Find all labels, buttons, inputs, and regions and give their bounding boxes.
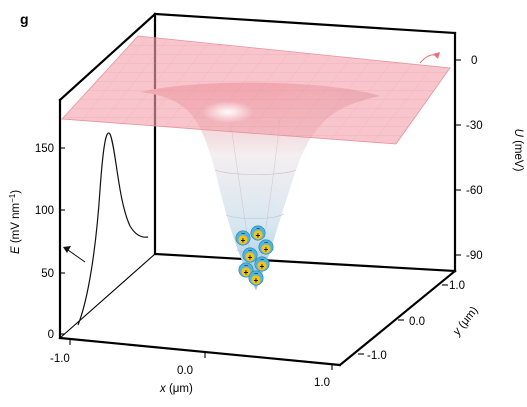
energy-axis: 150 100 50 0 E (mV nm−1) xyxy=(8,98,65,341)
particle: −+ xyxy=(238,262,254,278)
particle-minus-sign: − xyxy=(264,240,268,247)
x-tick-1: 1.0 xyxy=(314,377,330,389)
well-glow xyxy=(202,101,254,123)
particle-plus-sign: + xyxy=(264,245,269,254)
particle-minus-sign: − xyxy=(260,257,264,264)
potential-tick-30: -30 xyxy=(466,120,483,132)
particle: −+ xyxy=(235,230,251,246)
particle-plus-sign: + xyxy=(254,276,259,285)
particle: −+ xyxy=(248,270,264,286)
energy-profile-arrow xyxy=(67,249,86,263)
particle-plus-sign: + xyxy=(260,262,265,271)
panel-label: g xyxy=(20,11,29,27)
particle: −+ xyxy=(242,247,258,263)
potential-tick-0: 0 xyxy=(471,55,477,67)
particle: −+ xyxy=(258,239,274,255)
potential-tick-90: -90 xyxy=(466,250,483,262)
particle-minus-sign: − xyxy=(244,263,248,270)
energy-tick-150: 150 xyxy=(35,143,54,155)
y-axis-label: y (μm) xyxy=(450,304,480,338)
energy-axis-label: E (mV nm−1) xyxy=(8,190,22,254)
particle-plus-sign: + xyxy=(241,236,246,245)
energy-tick-0: 0 xyxy=(48,329,54,341)
particle-minus-sign: − xyxy=(248,248,252,255)
energy-tick-100: 100 xyxy=(35,205,54,217)
energy-profile-curve xyxy=(63,132,149,326)
particle-minus-sign: − xyxy=(254,271,258,278)
particle-plus-sign: + xyxy=(248,253,253,262)
potential-plane xyxy=(61,35,451,145)
potential-axis: 0 -30 -60 -90 U (meV) xyxy=(455,55,524,262)
particle-minus-sign: − xyxy=(256,226,260,233)
particle: −+ xyxy=(254,256,270,272)
x-axis: -1.0 0.0 1.0 x (μm) xyxy=(50,339,333,395)
potential-axis-label: U (meV) xyxy=(512,129,524,172)
y-axis: 1.0 0.0 -1.0 y (μm) xyxy=(358,280,481,362)
x-axis-label: x (μm) xyxy=(159,383,193,395)
x-tick-neg1: -1.0 xyxy=(50,353,70,365)
particles: −+−+−+−+ −+−+ −+ xyxy=(235,225,274,286)
particle-plus-sign: + xyxy=(244,268,249,277)
y-tick-neg1: -1.0 xyxy=(367,350,387,362)
energy-tick-50: 50 xyxy=(41,268,54,280)
potential-tick-60: -60 xyxy=(466,185,483,197)
particle: −+ xyxy=(250,225,266,241)
particle-plus-sign: + xyxy=(256,231,261,240)
particle-minus-sign: − xyxy=(241,231,245,238)
x-tick-0: 0.0 xyxy=(177,365,193,377)
floor xyxy=(58,253,457,367)
y-tick-0: 0.0 xyxy=(409,316,425,328)
y-tick-1: 1.0 xyxy=(449,280,465,292)
